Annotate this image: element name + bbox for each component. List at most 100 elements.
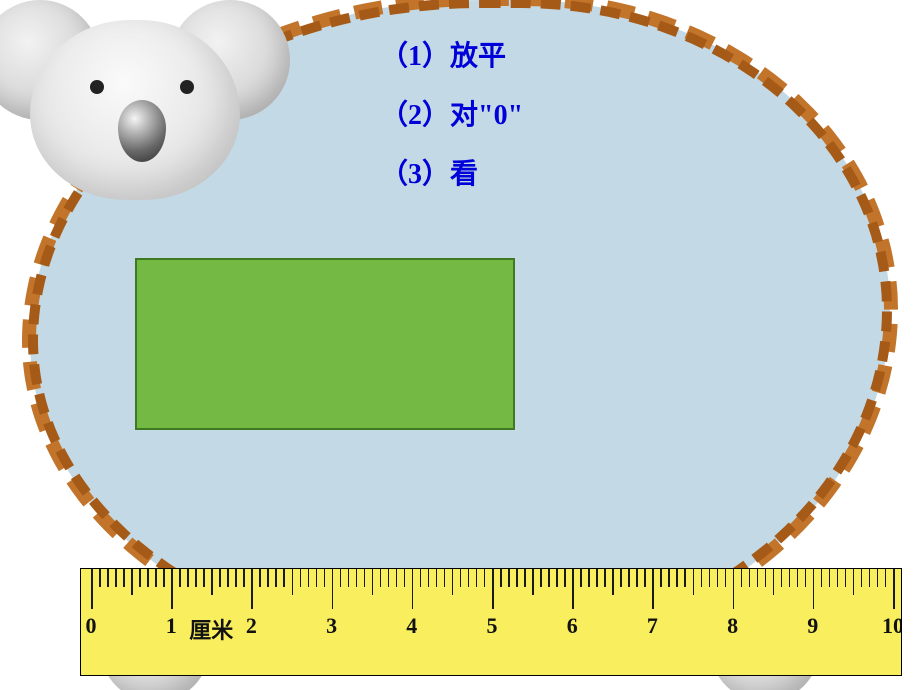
ruler-tick-minor	[324, 569, 326, 587]
ruler-tick-label: 4	[406, 613, 417, 639]
ruler-tick-minor	[644, 569, 646, 587]
ruler-tick-minor	[235, 569, 237, 587]
ruler-tick-minor	[524, 569, 526, 587]
ruler-tick-major	[492, 569, 494, 609]
ruler-tick-minor	[283, 569, 285, 587]
ruler-tick-half	[211, 569, 213, 595]
ruler-tick-minor	[821, 569, 823, 587]
ruler-tick-minor	[316, 569, 318, 587]
ruler-tick-minor	[420, 569, 422, 587]
ruler-tick-minor	[99, 569, 101, 587]
ruler-tick-minor	[636, 569, 638, 587]
ruler-tick-minor	[725, 569, 727, 587]
ruler-tick-half	[372, 569, 374, 595]
ruler-tick-major	[251, 569, 253, 609]
ruler-tick-minor	[147, 569, 149, 587]
ruler-tick-minor	[500, 569, 502, 587]
ruler-tick-minor	[516, 569, 518, 587]
ruler-tick-label: 0	[86, 613, 97, 639]
ruler-tick-major	[652, 569, 654, 609]
koala-eye-right	[180, 80, 194, 94]
ruler-tick-label: 6	[567, 613, 578, 639]
ruler-tick-half	[292, 569, 294, 595]
instruction-item: （2）对"0"	[380, 87, 523, 146]
ruler-tick-minor	[203, 569, 205, 587]
instruction-list: （1）放平 （2）对"0" （3）看	[380, 28, 523, 204]
ruler-tick-minor	[436, 569, 438, 587]
ruler-tick-minor	[404, 569, 406, 587]
ruler-tick-major	[893, 569, 895, 609]
ruler-tick-half	[131, 569, 133, 595]
instruction-index: 1	[408, 41, 422, 72]
ruler-tick-minor	[460, 569, 462, 587]
ruler-tick-major	[412, 569, 414, 609]
ruler-tick-minor	[508, 569, 510, 587]
ruler: 01厘米2345678910	[80, 568, 902, 676]
ruler-tick-minor	[219, 569, 221, 587]
instruction-text: 放平	[450, 41, 506, 72]
ruler-tick-minor	[829, 569, 831, 587]
ruler-tick-minor	[701, 569, 703, 587]
ruler-scale: 01厘米2345678910	[91, 569, 891, 675]
ruler-tick-minor	[468, 569, 470, 587]
ruler-tick-label: 7	[647, 613, 658, 639]
ruler-tick-minor	[139, 569, 141, 587]
ruler-tick-minor	[588, 569, 590, 587]
ruler-tick-minor	[396, 569, 398, 587]
ruler-tick-minor	[187, 569, 189, 587]
ruler-tick-minor	[628, 569, 630, 587]
ruler-tick-minor	[476, 569, 478, 587]
ruler-tick-minor	[604, 569, 606, 587]
ruler-unit-label: 厘米	[189, 613, 233, 645]
ruler-tick-minor	[259, 569, 261, 587]
ruler-tick-minor	[356, 569, 358, 587]
ruler-tick-half	[853, 569, 855, 595]
ruler-tick-minor	[885, 569, 887, 587]
ruler-tick-minor	[741, 569, 743, 587]
ruler-tick-label: 3	[326, 613, 337, 639]
ruler-tick-label: 9	[807, 613, 818, 639]
ruler-tick-major	[813, 569, 815, 609]
ruler-tick-minor	[227, 569, 229, 587]
ruler-tick-minor	[805, 569, 807, 587]
measured-rectangle	[135, 258, 515, 430]
ruler-tick-major	[733, 569, 735, 609]
ruler-tick-major	[91, 569, 93, 609]
ruler-tick-minor	[684, 569, 686, 587]
ruler-tick-minor	[620, 569, 622, 587]
koala	[0, 0, 270, 210]
ruler-tick-label: 2	[246, 613, 257, 639]
ruler-tick-minor	[275, 569, 277, 587]
stage: （1）放平 （2）对"0" （3）看 01厘米2345678910	[0, 0, 920, 690]
ruler-tick-minor	[308, 569, 310, 587]
ruler-tick-minor	[380, 569, 382, 587]
ruler-tick-minor	[749, 569, 751, 587]
ruler-tick-minor	[668, 569, 670, 587]
ruler-tick-minor	[300, 569, 302, 587]
ruler-tick-minor	[877, 569, 879, 587]
ruler-tick-minor	[388, 569, 390, 587]
ruler-tick-minor	[107, 569, 109, 587]
ruler-tick-major	[572, 569, 574, 609]
koala-eye-left	[90, 80, 104, 94]
ruler-tick-minor	[243, 569, 245, 587]
ruler-tick-minor	[797, 569, 799, 587]
ruler-tick-minor	[861, 569, 863, 587]
ruler-tick-minor	[348, 569, 350, 587]
ruler-tick-minor	[709, 569, 711, 587]
instruction-text: 看	[450, 159, 478, 190]
ruler-tick-minor	[540, 569, 542, 587]
ruler-tick-minor	[123, 569, 125, 587]
ruler-tick-major	[171, 569, 173, 609]
instruction-item: （1）放平	[380, 28, 523, 87]
ruler-tick-minor	[564, 569, 566, 587]
ruler-tick-half	[612, 569, 614, 595]
instruction-item: （3）看	[380, 146, 523, 205]
ruler-tick-minor	[428, 569, 430, 587]
ruler-tick-minor	[596, 569, 598, 587]
ruler-tick-minor	[789, 569, 791, 587]
ruler-tick-minor	[155, 569, 157, 587]
ruler-tick-minor	[556, 569, 558, 587]
instruction-index: 2	[408, 100, 422, 131]
ruler-tick-minor	[580, 569, 582, 587]
